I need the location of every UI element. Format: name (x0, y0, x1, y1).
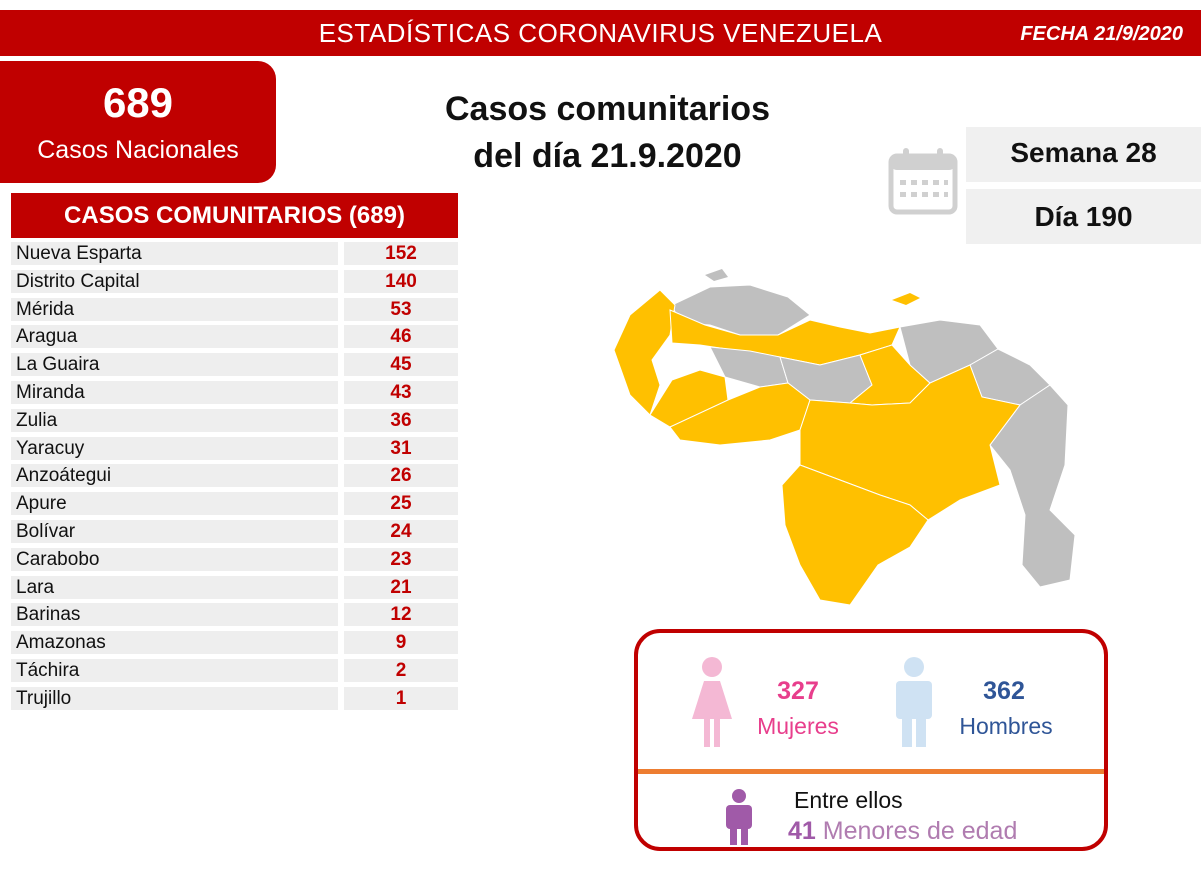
man-icon (896, 657, 932, 747)
state-name: Anzoátegui (11, 464, 338, 488)
table-row: Miranda 43 (11, 380, 458, 404)
week-box: Semana 28 (966, 127, 1201, 182)
state-name: Táchira (11, 658, 338, 682)
table-row: Anzoátegui 26 (11, 464, 458, 488)
state-name: Carabobo (11, 547, 338, 571)
page-title-line1: Casos comunitarios (445, 90, 770, 128)
table-row: Carabobo 23 (11, 547, 458, 571)
map-island-nueva-esparta (892, 293, 920, 305)
gender-panel: 327 Mujeres 362 Hombres Entre ellos 41 M… (634, 629, 1108, 851)
women-label: Mujeres (757, 713, 839, 739)
state-name: Barinas (11, 603, 338, 627)
table-row: Apure 25 (11, 492, 458, 516)
state-cases: 1 (344, 686, 458, 710)
national-cases-label: Casos Nacionales (37, 136, 239, 164)
table-row: Amazonas 9 (11, 631, 458, 655)
table-row: Trujillo 1 (11, 686, 458, 710)
national-cases-count: 689 (102, 79, 174, 126)
table-row: Aragua 46 (11, 325, 458, 349)
state-cases: 26 (344, 464, 458, 488)
table-row: Mérida 53 (11, 297, 458, 321)
state-cases: 36 (344, 408, 458, 432)
state-cases: 21 (344, 575, 458, 599)
table-row: Barinas 12 (11, 603, 458, 627)
minors-count: 41 (788, 817, 816, 845)
state-cases: 53 (344, 297, 458, 321)
header-date: FECHA 21/9/2020 (1020, 23, 1183, 45)
map-island-aruba (705, 269, 728, 281)
state-cases: 152 (344, 242, 458, 265)
state-name: Miranda (11, 380, 338, 404)
header-title: ESTADÍSTICAS CORONAVIRUS VENEZUELA (318, 18, 883, 48)
minors-label: Menores de edad (822, 817, 1018, 845)
state-name: Aragua (11, 325, 338, 349)
state-cases: 46 (344, 325, 458, 349)
calendar-icon (888, 148, 958, 215)
men-count: 362 (983, 677, 1025, 705)
state-cases: 2 (344, 658, 458, 682)
state-name: Zulia (11, 408, 338, 432)
national-cases-box: 689 Casos Nacionales (0, 61, 276, 183)
state-name: Lara (11, 575, 338, 599)
state-cases: 45 (344, 353, 458, 377)
page-title-line2: del día 21.9.2020 (473, 137, 742, 175)
state-name: Amazonas (11, 631, 338, 655)
state-table: Nueva Esparta 152 Distrito Capital 140 Mérid… (11, 242, 458, 715)
state-name: Distrito Capital (11, 269, 338, 293)
state-name: La Guaira (11, 353, 338, 377)
state-name: Apure (11, 492, 338, 516)
state-name: Trujillo (11, 686, 338, 710)
woman-icon (692, 657, 732, 747)
table-row: Zulia 36 (11, 408, 458, 432)
map-region-esequibo (989, 384, 1076, 588)
state-cases: 25 (344, 492, 458, 516)
men-label: Hombres (959, 713, 1053, 739)
state-cases: 24 (344, 519, 458, 543)
child-icon (726, 789, 752, 845)
minors-line: 41 Menores de edad (788, 817, 1017, 846)
state-cases: 31 (344, 436, 458, 460)
state-cases: 140 (344, 269, 458, 293)
state-cases: 43 (344, 380, 458, 404)
state-name: Bolívar (11, 519, 338, 543)
venezuela-map (613, 269, 1076, 606)
table-row: Lara 21 (11, 575, 458, 599)
table-row: Bolívar 24 (11, 519, 458, 543)
table-row: Distrito Capital 140 (11, 269, 458, 293)
women-count: 327 (777, 677, 819, 705)
table-row: Yaracuy 31 (11, 436, 458, 460)
table-row: Táchira 2 (11, 658, 458, 682)
gender-divider (638, 769, 1104, 774)
state-name: Nueva Esparta (11, 242, 338, 265)
state-cases: 23 (344, 547, 458, 571)
state-cases: 9 (344, 631, 458, 655)
day-box: Día 190 (966, 189, 1201, 244)
table-row: Nueva Esparta 152 (11, 242, 458, 265)
state-cases: 12 (344, 603, 458, 627)
map-region-amazonas (781, 464, 929, 606)
page-title: Casos comunitarios del día 21.9.2020 (420, 86, 795, 180)
table-title: CASOS COMUNITARIOS (689) (11, 193, 458, 238)
state-name: Mérida (11, 297, 338, 321)
state-name: Yaracuy (11, 436, 338, 460)
among-label: Entre ellos (794, 787, 903, 813)
table-row: La Guaira 45 (11, 353, 458, 377)
header-bar: ESTADÍSTICAS CORONAVIRUS VENEZUELA FECHA… (0, 10, 1201, 56)
